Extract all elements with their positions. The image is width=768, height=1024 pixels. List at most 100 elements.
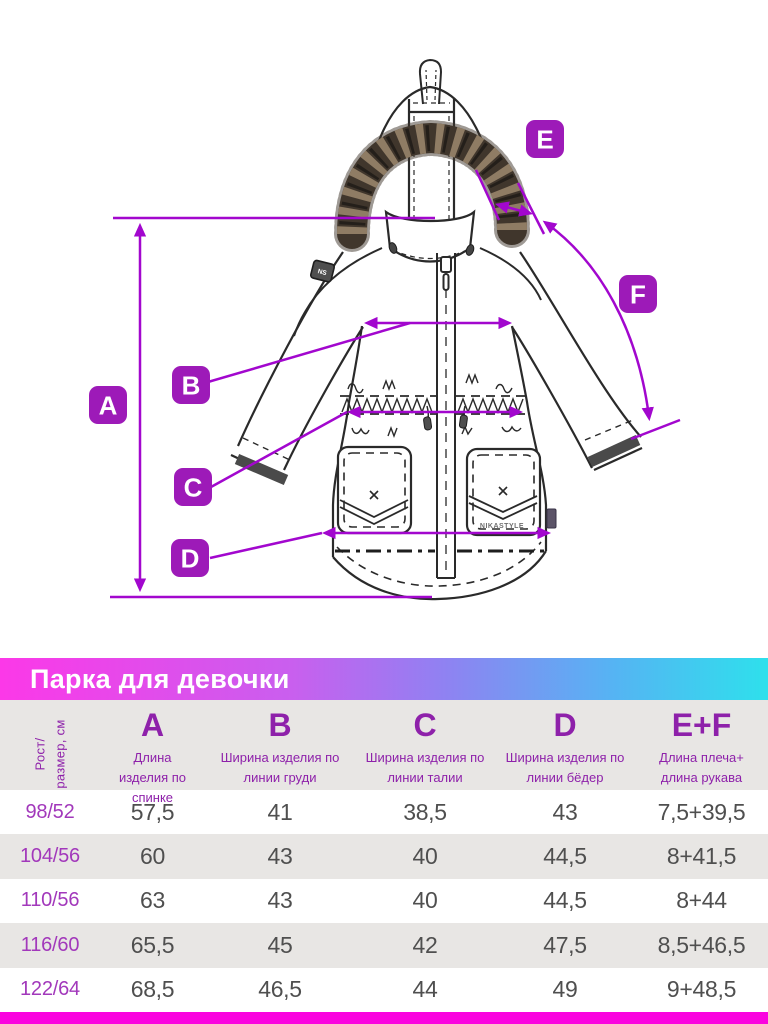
table-row: 98/52 57,5 41 38,5 43 7,5+39,5 xyxy=(0,790,768,835)
collar-chin-flap xyxy=(384,209,476,263)
right-pocket: NIKASTYLE xyxy=(465,447,542,537)
measure-B xyxy=(207,316,513,384)
label-letter-E: E xyxy=(536,125,553,155)
left-pocket xyxy=(336,445,413,535)
measure-A xyxy=(110,216,435,599)
label-badge-C: C xyxy=(174,468,212,506)
label-badge-F: F xyxy=(619,275,657,313)
value-cell: 40 xyxy=(412,887,438,914)
value-cell: 7,5+39,5 xyxy=(657,798,746,825)
label-letter-F: F xyxy=(630,280,646,310)
label-badge-B: B xyxy=(172,366,210,404)
waist-drawstring xyxy=(340,373,525,438)
measure-C-leader xyxy=(210,410,348,489)
column-desc: Длина изделия по спинке xyxy=(118,750,187,806)
zipper-pull xyxy=(442,273,450,291)
measure-F-arrow xyxy=(542,220,654,422)
value-cell: 43 xyxy=(552,798,578,825)
size-cell: 98/52 xyxy=(25,800,75,823)
column-letter: A xyxy=(140,707,165,743)
sleeve-tag-text: NS xyxy=(317,268,328,277)
value-cell: 60 xyxy=(140,843,165,870)
column-letter: D xyxy=(553,707,577,743)
side-seam-tag xyxy=(546,508,557,529)
size-cell: 104/56 xyxy=(20,845,80,868)
value-cell: 63 xyxy=(140,887,165,914)
column-desc: Ширина изделия по линии груди xyxy=(220,750,340,786)
corner-header-rotated-text: Рост/ размер, см xyxy=(31,720,70,789)
zipper-slider xyxy=(440,256,452,273)
value-cell: 8,5+46,5 xyxy=(657,931,746,958)
value-cell: 44 xyxy=(412,976,438,1003)
gathering-squiggles xyxy=(347,373,522,438)
value-cell: 46,5 xyxy=(258,976,302,1003)
value-cell: 8+44 xyxy=(676,887,727,914)
corner-header: Рост/ размер, см xyxy=(0,700,100,808)
measure-D-leader xyxy=(209,531,323,560)
value-cell: 42 xyxy=(412,931,438,958)
value-cell: 43 xyxy=(267,843,293,870)
measure-F xyxy=(542,220,681,441)
measure-D xyxy=(209,526,552,560)
value-cell: 8+41,5 xyxy=(666,843,737,870)
measure-B-leader xyxy=(207,321,411,384)
column-header-B: B Ширина изделия по линии груди xyxy=(205,700,355,808)
column-header-C: C Ширина изделия по линии талии xyxy=(355,700,495,808)
label-badge-A: A xyxy=(89,386,127,424)
measure-F-cuff-tick xyxy=(630,418,681,441)
value-cell: 44,5 xyxy=(543,887,587,914)
pocket-brand-text: NIKASTYLE xyxy=(480,523,524,530)
value-cell: 43 xyxy=(267,887,293,914)
corner-header-line2: размер, см xyxy=(52,719,67,789)
x-stitch xyxy=(369,490,379,500)
value-cell: 40 xyxy=(412,843,438,870)
column-letter: B xyxy=(268,707,292,743)
column-header-A: A Длина изделия по спинке xyxy=(100,700,205,808)
value-cell: 45 xyxy=(267,931,293,958)
value-cell: 47,5 xyxy=(543,931,587,958)
zipper-placket xyxy=(436,253,456,579)
column-desc: Ширина изделия по линии талии xyxy=(365,750,485,786)
value-cell: 38,5 xyxy=(403,798,447,825)
sleeve-brand-tag: NS xyxy=(309,259,336,283)
bottom-accent-bar xyxy=(0,1011,768,1024)
corner-header-line1: Рост/ xyxy=(32,737,48,771)
value-cell: 9+48,5 xyxy=(666,976,737,1003)
label-letter-A: A xyxy=(99,391,118,421)
column-desc: Ширина изделия по линии бёдер xyxy=(505,750,625,786)
value-cell: 57,5 xyxy=(130,798,175,825)
label-badge-D: D xyxy=(171,539,209,577)
value-cell: 68,5 xyxy=(130,976,175,1003)
size-cell: 122/64 xyxy=(20,978,80,1001)
value-cell: 41 xyxy=(267,798,293,825)
value-cell: 65,5 xyxy=(130,931,175,958)
measure-E-arrow xyxy=(495,201,533,217)
table-row: 110/56 63 43 40 44,5 8+44 xyxy=(0,878,768,924)
x-stitch xyxy=(498,486,508,496)
right-cuff-band xyxy=(587,435,641,467)
column-letter: C xyxy=(413,707,437,743)
column-desc: Длина плеча+ длина рукава xyxy=(659,750,744,786)
measure-C xyxy=(210,405,524,489)
label-letter-C: C xyxy=(184,473,203,503)
size-cell: 116/60 xyxy=(20,933,80,956)
hood-drawcord-toggles xyxy=(388,242,475,256)
table-title: Парка для девочки xyxy=(30,663,290,694)
label-letter-B: B xyxy=(182,371,201,401)
value-cell: 49 xyxy=(552,976,578,1003)
label-badge-E: E xyxy=(526,120,564,158)
hanger-loop xyxy=(418,58,443,105)
size-cell: 110/56 xyxy=(20,889,80,912)
left-cuff-band xyxy=(234,453,289,486)
hem-stitch-line xyxy=(336,541,542,587)
table-header-row: Рост/ размер, см A Длина изделия по спин… xyxy=(0,700,768,805)
table-row: 116/60 65,5 45 42 47,5 8,5+46,5 xyxy=(0,923,768,968)
hood-fur-trim xyxy=(334,119,530,252)
parka-technical-drawing: NIKASTYLE NS xyxy=(89,58,681,601)
table-row: 122/64 68,5 46,5 44 49 9+48,5 xyxy=(0,967,768,1012)
column-letter: E+F xyxy=(671,707,732,743)
column-header-D: D Ширина изделия по линии бёдер xyxy=(495,700,635,808)
left-sleeve xyxy=(230,251,364,486)
column-header-EF: E+F Длина плеча+ длина рукава xyxy=(635,700,768,808)
